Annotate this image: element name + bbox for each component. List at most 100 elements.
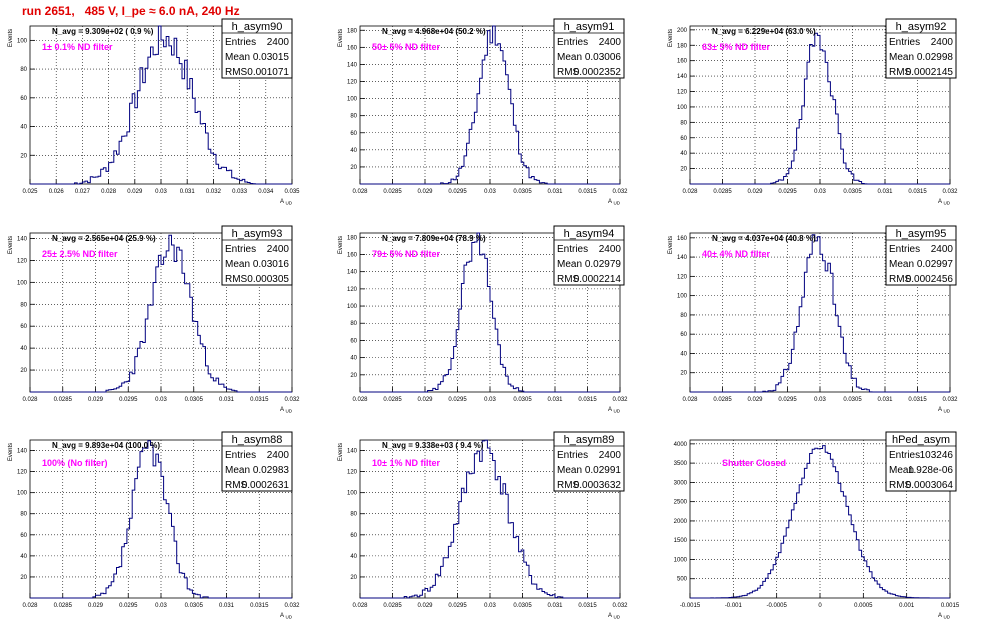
x-tick-label: 0.031	[547, 189, 563, 195]
y-tick-label: 140	[347, 449, 358, 455]
histogram-bars-h_asym88	[30, 440, 292, 599]
x-tick-label: 0.031	[877, 189, 893, 195]
stats-value-mean: 0.02998	[917, 52, 954, 63]
y-tick-label: 40	[680, 351, 687, 357]
x-axis-label-sub: UD	[286, 201, 293, 206]
y-tick-label: 120	[347, 470, 358, 476]
x-tick-label: 0.0295	[119, 397, 138, 403]
y-tick-label: 80	[20, 302, 27, 308]
stats-label-entries: Entries	[889, 450, 920, 461]
histogram-panel-h_asym90: 0.025 0.026 0.027 0.028 0.029 0.03 0.031 0.032 0…	[8, 18, 300, 206]
x-axis-label-sub: UD	[944, 409, 951, 414]
x-axis-label-main: A	[938, 199, 942, 205]
y-tick-label: 3500	[674, 461, 688, 467]
x-tick-label: 0.0295	[778, 397, 797, 403]
navg-text: N_avg = 9.338e+03 ( 9.4 %)	[382, 441, 484, 450]
stats-value-rms: 0.0002352	[574, 67, 622, 78]
stats-value-mean: 0.02979	[585, 259, 622, 270]
stats-label-mean: Mean	[889, 52, 914, 63]
stats-title: hPed_asym	[892, 434, 950, 446]
x-tick-label: 0.029	[747, 189, 763, 195]
x-tick-label: 0.031	[547, 397, 563, 403]
x-axis-label: A UD	[280, 407, 293, 414]
x-tick-label: 0.03	[155, 397, 167, 403]
y-tick-label: 40	[350, 148, 357, 154]
stats-title: h_asym88	[232, 434, 283, 446]
y-tick-label: 100	[17, 491, 28, 497]
x-tick-label: 0.032	[284, 603, 300, 609]
x-tick-label: 0.031	[219, 397, 235, 403]
stats-box-frame	[885, 18, 957, 79]
y-tick-label: 160	[677, 236, 688, 242]
stats-label-entries: Entries	[557, 244, 588, 255]
filter-annotation: 100% (No filter)	[42, 458, 108, 468]
stats-box: h_asym91 Entries 2400 Mean 0.03006 RMS0.00023…	[553, 18, 625, 79]
navg-text: N_avg = 2.565e+04 (25.9 %)	[52, 234, 156, 243]
x-tick-label: 0.028	[682, 189, 698, 195]
stats-title: h_asym92	[896, 21, 947, 33]
stats-value-mean: 0.03015	[253, 52, 290, 63]
histogram-bars-h_asym94	[360, 232, 620, 393]
x-tick-label: 0.027	[75, 189, 91, 195]
x-tick-label: 0.001	[899, 603, 915, 609]
x-axis-label-sub: UD	[286, 615, 293, 620]
x-axis-label-main: A	[280, 613, 284, 619]
y-tick-label: 180	[677, 43, 688, 49]
x-tick-label: 0.0315	[908, 189, 927, 195]
x-tick-label: 0.03	[484, 189, 496, 195]
stats-value-entries: 103246	[920, 450, 954, 461]
histogram-panel-h_asym91: 0.028 0.0285 0.029 0.0295 0.03 0.0305 0.031 0.0…	[338, 18, 628, 206]
filter-annotation: 63± 5% ND filter	[702, 42, 770, 52]
x-tick-label: 0.028	[352, 397, 368, 403]
stats-value-entries: 2400	[931, 37, 954, 48]
x-tick-label: 0.03	[155, 603, 167, 609]
y-tick-label: 4000	[674, 442, 688, 448]
y-tick-label: 120	[347, 80, 358, 86]
x-tick-label: 0.028	[101, 189, 117, 195]
x-axis-label-main: A	[608, 199, 612, 205]
x-axis-label-main: A	[608, 613, 612, 619]
navg-text: N_avg = 6.229e+04 (63.0 %)	[712, 27, 816, 36]
x-axis-label-sub: UD	[614, 409, 621, 414]
y-tick-label: 60	[20, 533, 27, 539]
x-axis-label-main: A	[608, 407, 612, 413]
x-axis-label-main: A	[938, 613, 942, 619]
navg-text: N_avg = 4.037e+04 (40.8 %)	[712, 234, 816, 243]
x-axis-label: A UD	[608, 407, 621, 414]
y-axis-label: Events	[8, 443, 14, 461]
y-tick-label: 40	[350, 554, 357, 560]
y-tick-label: 140	[347, 270, 358, 276]
stats-box-frame	[885, 225, 957, 286]
y-tick-label: 200	[677, 28, 688, 34]
plot-frame	[29, 232, 293, 393]
navg-text: N_avg = 9.309e+02 ( 0.9 %)	[52, 27, 154, 36]
x-tick-label: 0.0015	[941, 603, 960, 609]
stats-box-frame	[221, 18, 293, 79]
stats-title: h_asym94	[564, 228, 615, 240]
stats-label-entries: Entries	[557, 37, 588, 48]
stats-value-rms: 0.0002145	[906, 67, 954, 78]
stats-value-rms: 0.0002456	[906, 274, 954, 285]
histogram-panel-h_asym94: 0.028 0.0285 0.029 0.0295 0.03 0.0305 0.031 0.0…	[338, 225, 628, 414]
y-tick-label: 100	[347, 304, 358, 310]
plot-frame	[689, 439, 951, 599]
filter-annotation: 10± 1% ND filter	[372, 458, 440, 468]
stats-label-rms: RMS	[557, 274, 580, 285]
stats-title: h_asym89	[564, 434, 615, 446]
x-tick-label: 0.028	[352, 603, 368, 609]
y-axis-label: Events	[668, 29, 674, 47]
stats-title: h_asym90	[232, 21, 283, 33]
y-tick-label: 20	[680, 371, 687, 377]
y-axis-label: Events	[338, 443, 344, 461]
x-tick-label: 0.029	[88, 603, 104, 609]
x-tick-label: 0.026	[49, 189, 65, 195]
histogram-bars-h_asym91	[360, 25, 620, 185]
x-tick-label: 0.031	[547, 603, 563, 609]
y-tick-label: 20	[350, 165, 357, 171]
stats-value-entries: 2400	[931, 244, 954, 255]
stats-label-entries: Entries	[225, 244, 256, 255]
x-tick-label: 0.028	[22, 603, 38, 609]
y-tick-label: 80	[20, 512, 27, 518]
y-tick-label: 140	[17, 449, 28, 455]
